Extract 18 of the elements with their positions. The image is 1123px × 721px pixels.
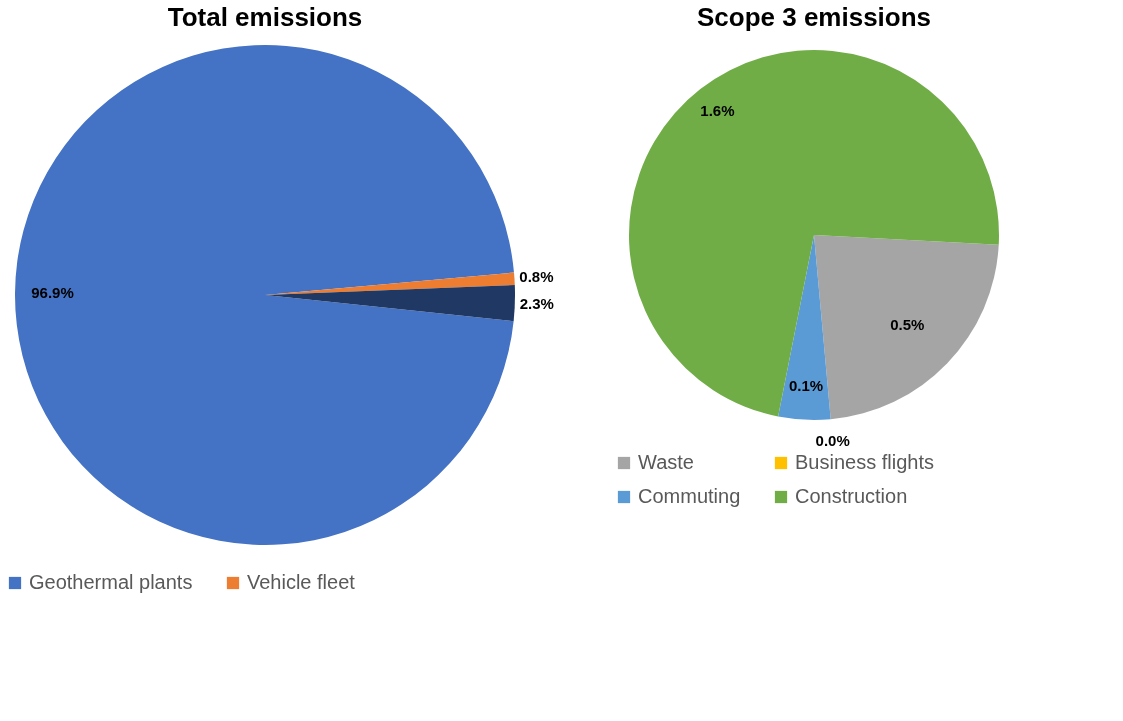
- data-label: 2.3%: [519, 294, 554, 312]
- chart-title: Scope 3 emissions: [696, 2, 932, 32]
- legend-label: Business flights: [795, 451, 934, 473]
- pie-slice: [778, 235, 831, 420]
- pie-slice: [15, 45, 514, 545]
- data-label: 96.9%: [31, 284, 74, 302]
- pie-slice: [629, 50, 999, 417]
- data-label: 0.1%: [788, 377, 824, 395]
- text: 0.0%: [815, 432, 850, 450]
- legend-label: Commuting: [638, 485, 741, 507]
- legend-label: Construction: [795, 485, 908, 507]
- data-label: 0.5%: [890, 315, 925, 333]
- legend-label: Waste: [638, 451, 694, 473]
- data-label: 1.6%: [700, 101, 735, 119]
- legend-label: Vehicle fleet: [247, 571, 356, 593]
- chart-title: Total emissions: [167, 2, 363, 32]
- data-label: 0.8%: [519, 268, 554, 286]
- legend-label: Geothermal plants: [29, 571, 193, 593]
